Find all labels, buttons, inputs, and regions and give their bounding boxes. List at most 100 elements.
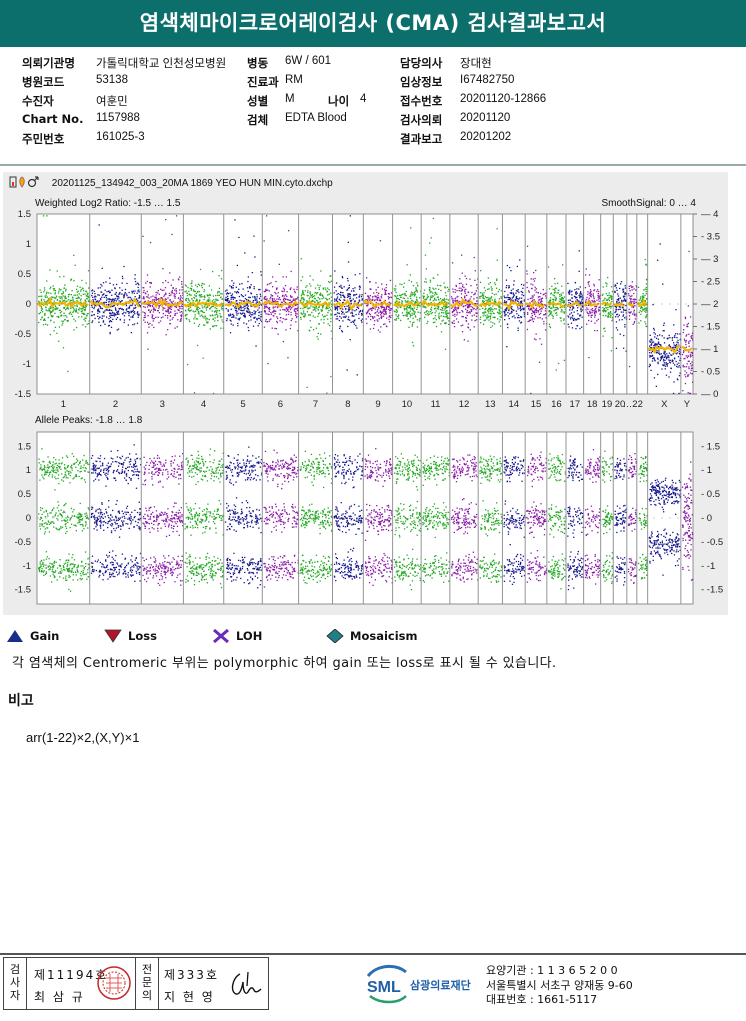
- data-point: [144, 525, 147, 527]
- data-point: [202, 465, 205, 467]
- info-label: 의뢰기관명: [22, 56, 75, 70]
- data-point: [143, 473, 145, 475]
- data-point: [62, 347, 65, 349]
- data-point: [301, 293, 303, 295]
- data-point: [245, 304, 247, 306]
- data-point: [132, 324, 134, 326]
- data-point: [293, 299, 295, 301]
- data-point: [87, 563, 89, 565]
- data-point: [100, 469, 102, 471]
- data-point: [314, 295, 316, 297]
- data-point: [85, 290, 87, 292]
- data-point: [189, 563, 191, 565]
- data-point: [152, 295, 154, 297]
- data-point: [198, 513, 201, 515]
- data-point: [222, 575, 224, 577]
- data-point: [40, 309, 43, 311]
- data-point: [273, 526, 275, 529]
- data-point: [167, 297, 169, 299]
- data-point: [163, 513, 166, 515]
- data-point: [57, 519, 59, 521]
- data-point: [62, 565, 64, 567]
- data-point: [309, 313, 311, 316]
- data-point: [73, 318, 75, 320]
- data-point: [91, 472, 93, 474]
- data-point: [198, 566, 201, 568]
- data-point: [256, 462, 258, 464]
- data-point: [215, 476, 218, 478]
- smooth-signal-line: [89, 297, 140, 309]
- data-point: [293, 310, 296, 312]
- data-point: [157, 316, 159, 318]
- data-point: [77, 517, 79, 520]
- data-point: [226, 318, 228, 320]
- data-point: [125, 513, 127, 515]
- data-point: [255, 479, 257, 481]
- data-point: [165, 519, 167, 521]
- data-point: [251, 314, 253, 316]
- data-point: [46, 280, 48, 282]
- data-point: [39, 563, 41, 565]
- data-point: [96, 467, 98, 469]
- data-point: [52, 466, 54, 468]
- data-point: [87, 517, 89, 519]
- data-point: [98, 294, 100, 296]
- data-point: [204, 475, 206, 477]
- data-point: [286, 472, 288, 475]
- data-point: [283, 290, 286, 292]
- data-point: [217, 299, 219, 301]
- data-point: [258, 301, 260, 303]
- data-point: [314, 512, 316, 514]
- data-point: [213, 305, 215, 307]
- data-point: [201, 520, 203, 522]
- data-point: [121, 293, 123, 295]
- data-point: [218, 275, 220, 277]
- data-point: [198, 573, 200, 575]
- data-point: [107, 556, 109, 558]
- data-point: [266, 476, 269, 478]
- data-point: [80, 290, 82, 292]
- data-point: [131, 569, 134, 571]
- data-point: [81, 530, 83, 532]
- data-point: [166, 311, 168, 313]
- data-point: [46, 310, 48, 312]
- data-point: [41, 468, 43, 470]
- data-point: [300, 466, 302, 468]
- data-point: [109, 574, 111, 576]
- data-point: [280, 523, 282, 526]
- data-point: [218, 516, 220, 518]
- data-point: [39, 528, 42, 530]
- data-point: [98, 576, 100, 578]
- data-point: [238, 302, 241, 304]
- data-point: [60, 568, 62, 570]
- data-point: [96, 517, 99, 520]
- data-point: [115, 516, 117, 518]
- data-point: [221, 464, 223, 467]
- data-point: [136, 457, 139, 459]
- data-point: [111, 289, 113, 291]
- data-point: [66, 565, 68, 568]
- data-point: [233, 504, 235, 506]
- data-point: [185, 317, 187, 319]
- data-point: [103, 457, 106, 460]
- data-point: [283, 295, 285, 297]
- data-point: [328, 281, 330, 283]
- data-point: [211, 560, 213, 562]
- data-point: [45, 509, 47, 512]
- data-point: [190, 289, 192, 291]
- data-point: [171, 302, 174, 304]
- data-point: [112, 300, 114, 302]
- data-point: [172, 462, 174, 464]
- data-point: [319, 521, 322, 523]
- data-point: [130, 479, 132, 481]
- data-point: [319, 293, 322, 295]
- data-point: [256, 294, 258, 296]
- data-point: [45, 558, 48, 560]
- data-point: [204, 295, 206, 297]
- data-point: [321, 570, 323, 572]
- data-point: [309, 561, 311, 563]
- data-point: [135, 306, 137, 308]
- data-point: [140, 464, 142, 466]
- data-point: [203, 566, 205, 568]
- data-point: [267, 300, 269, 302]
